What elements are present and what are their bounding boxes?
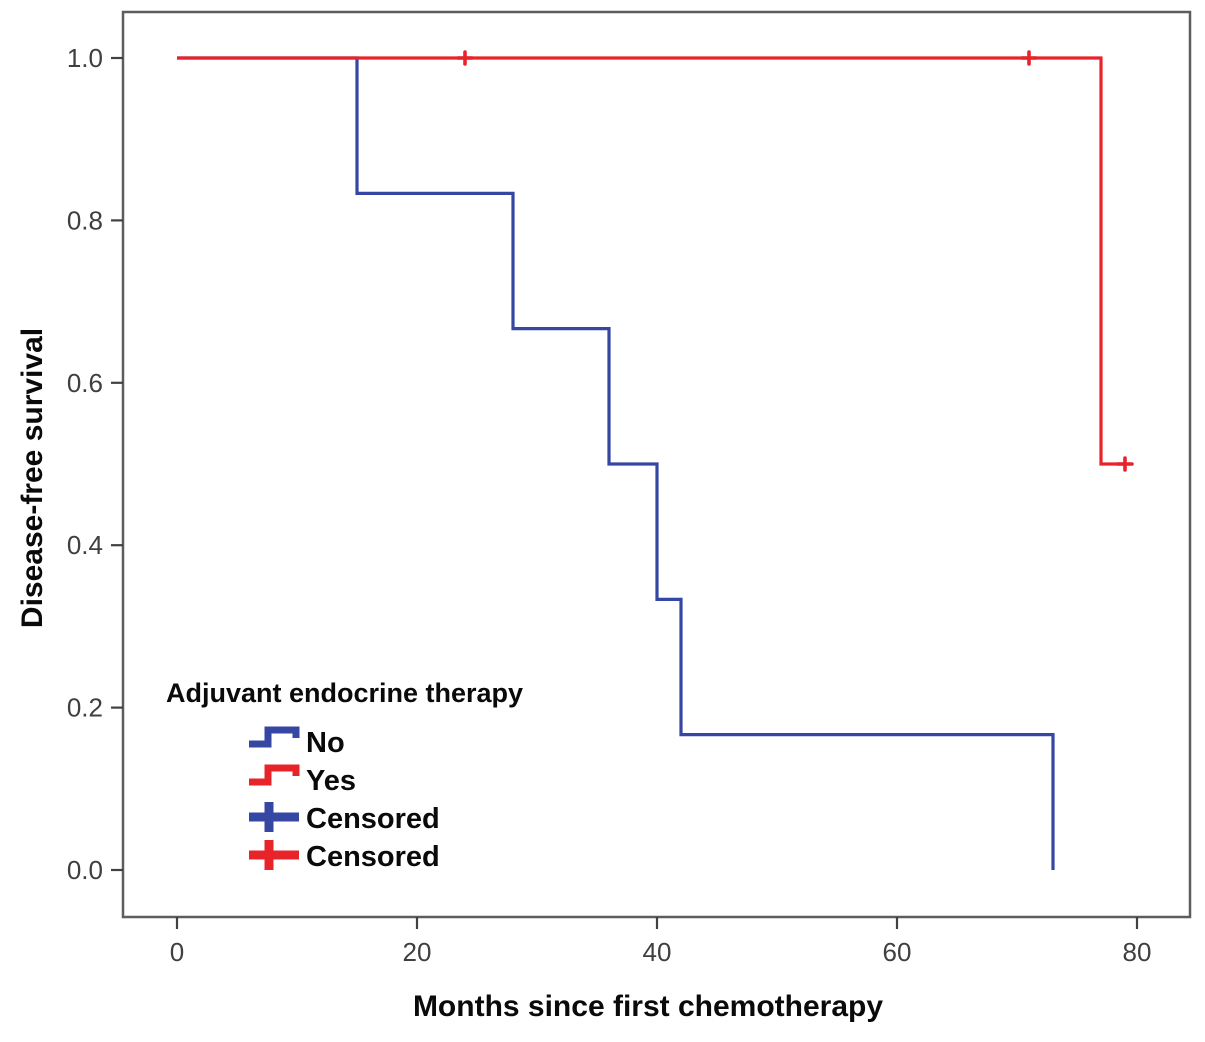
x-axis-title: Months since first chemotherapy [413,990,883,1023]
y-tick-label: 0.2 [67,693,103,723]
legend: Adjuvant endocrine therapy No Yes Censored… [166,678,523,873]
x-tick-label: 60 [883,937,912,967]
legend-step-glyph [249,726,300,748]
km-curve-yes [177,56,1125,466]
y-axis-ticks-layer: 0.0 0.2 0.4 0.6 0.8 1.0 [67,43,123,885]
x-tick-label: 80 [1123,937,1152,967]
x-tick-label: 40 [643,937,672,967]
legend-item-label: Censored [306,803,440,835]
censor-marks-layer [456,50,1134,472]
survival-curves-layer [177,56,1125,870]
legend-item-label: No [306,727,345,759]
legend-step-glyph [249,764,300,786]
legend-items: No Yes Censored Censored [249,726,440,873]
legend-title: Adjuvant endocrine therapy [166,678,523,708]
y-tick-label: 0.8 [67,205,103,235]
x-tick-label: 20 [403,937,432,967]
y-tick-label: 0.6 [67,368,103,398]
y-tick-label: 0.4 [67,530,103,560]
legend-item-label: Yes [306,765,356,797]
y-tick-label: 0.0 [67,855,103,885]
y-tick-label: 1.0 [67,43,103,73]
km-curve-no [177,56,1055,870]
legend-item-label: Censored [306,841,440,873]
x-tick-label: 0 [170,937,184,967]
y-axis-title: Disease-free survival [16,328,49,628]
x-axis-ticks-layer: 0 20 40 60 80 [170,917,1152,967]
